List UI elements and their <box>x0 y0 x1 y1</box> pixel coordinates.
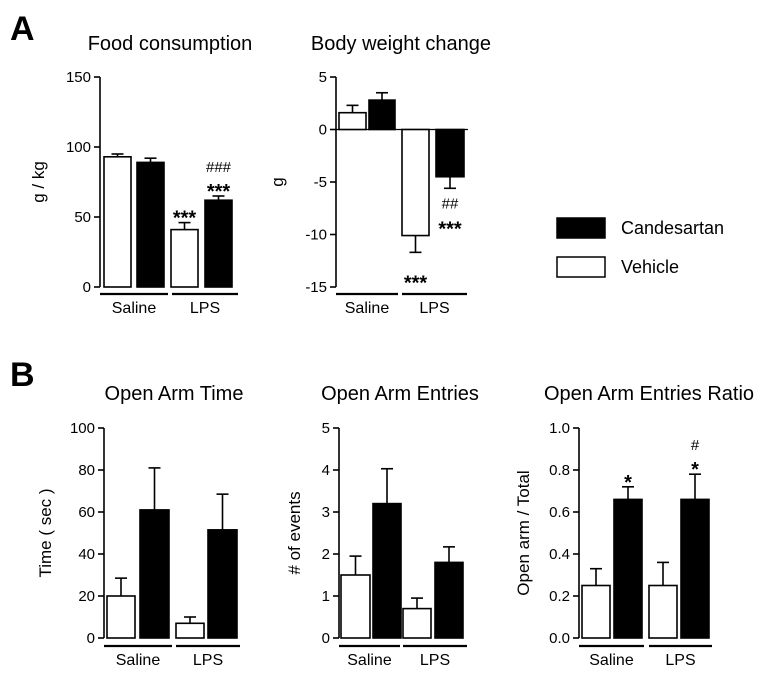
y-axis-label: g / kg <box>29 161 48 203</box>
group-label-lps: LPS <box>665 652 695 669</box>
y-tick-label: 0 <box>322 630 330 647</box>
bar-candesartan-lps <box>207 529 238 639</box>
bar-vehicle-lps <box>648 584 678 639</box>
y-tick-label: 80 <box>78 462 95 479</box>
y-tick-label: 60 <box>78 504 95 521</box>
legend: Candesartan Vehicle <box>556 217 724 278</box>
group-label-lps: LPS <box>193 652 223 669</box>
bar-candesartan-saline <box>368 99 396 131</box>
y-tick-label: 1.0 <box>549 420 570 437</box>
chart-title: Food consumption <box>88 33 253 55</box>
chart-open-arm-entries: Open Arm Entries # of events 0 1 2 3 4 5 Saline L… <box>285 383 479 669</box>
panel-letter-b: B <box>10 356 35 394</box>
y-tick-label: -15 <box>305 279 327 296</box>
group-label-saline: Saline <box>589 652 634 669</box>
significance-stars: *** <box>173 208 197 230</box>
y-axis-label: # of events <box>285 491 304 574</box>
chart-title: Open Arm Time <box>105 383 244 405</box>
y-tick-label: 0.2 <box>549 588 570 605</box>
group-label-lps: LPS <box>420 652 450 669</box>
y-tick-label: 150 <box>66 69 91 86</box>
y-axis-label: Time ( sec ) <box>36 488 55 577</box>
significance-stars: *** <box>207 181 231 203</box>
y-tick-label: 0 <box>87 630 95 647</box>
y-tick-label: 100 <box>70 420 95 437</box>
y-tick-label: -5 <box>314 174 327 191</box>
y-tick-label: 100 <box>66 139 91 156</box>
bar-vehicle-saline <box>103 156 132 288</box>
chart-open-arm-time: Open Arm Time Time ( sec ) 0 20 40 60 80 100 Sal… <box>36 383 243 669</box>
y-tick-label: 0 <box>83 279 91 296</box>
chart-open-arm-entries-ratio: Open Arm Entries Ratio Open arm / Total 0.… <box>514 383 754 669</box>
bar-vehicle-saline <box>338 111 367 131</box>
group-label-saline: Saline <box>112 300 157 317</box>
bar-vehicle-saline <box>581 584 611 639</box>
chart-title: Body weight change <box>311 33 491 55</box>
group-label-saline: Saline <box>345 300 390 317</box>
bar-vehicle-saline <box>106 595 136 639</box>
group-label-lps: LPS <box>190 300 220 317</box>
y-tick-label: 0.0 <box>549 630 570 647</box>
y-tick-label: 0.4 <box>549 546 570 563</box>
y-tick-label: 5 <box>322 420 330 437</box>
bar-vehicle-saline <box>340 574 371 639</box>
bar-vehicle-lps <box>175 622 205 639</box>
y-axis-label: g <box>268 177 287 186</box>
y-tick-label: 0.8 <box>549 462 570 479</box>
significance-hash: # <box>691 437 700 454</box>
significance-hash: ### <box>206 159 232 176</box>
y-tick-label: 40 <box>78 546 95 563</box>
y-axis-label: Open arm / Total <box>514 470 533 595</box>
bar-vehicle-lps <box>401 128 430 237</box>
legend-label-vehicle: Vehicle <box>621 257 679 277</box>
panel-letter-a: A <box>10 10 35 48</box>
group-label-saline: Saline <box>116 652 161 669</box>
y-tick-label: 4 <box>322 462 330 479</box>
chart-title: Open Arm Entries Ratio <box>544 383 754 405</box>
bar-candesartan-saline <box>136 161 165 288</box>
significance-stars: * <box>624 472 632 494</box>
bar-vehicle-lps <box>170 228 199 288</box>
y-tick-label: 20 <box>78 588 95 605</box>
bar-candesartan-saline <box>139 509 170 639</box>
bar-candesartan-lps <box>680 498 710 639</box>
bar-candesartan-saline <box>613 498 643 639</box>
legend-swatch-vehicle <box>556 256 606 278</box>
significance-stars: *** <box>404 272 428 294</box>
y-tick-label: 5 <box>319 69 327 86</box>
y-tick-label: 3 <box>322 504 330 521</box>
bar-candesartan-lps <box>434 561 464 639</box>
bar-candesartan-lps <box>204 199 233 288</box>
legend-label-candesartan: Candesartan <box>621 218 724 238</box>
significance-stars: *** <box>438 218 462 240</box>
chart-food-consumption: Food consumption g / kg 0 50 100 150 *** *** ###… <box>29 33 252 317</box>
legend-swatch-candesartan <box>556 217 606 239</box>
group-label-saline: Saline <box>347 652 392 669</box>
significance-hash: ## <box>442 195 459 212</box>
bar-vehicle-lps <box>402 607 432 639</box>
group-label-lps: LPS <box>419 300 449 317</box>
chart-body-weight-change: Body weight change g -15 -10 -5 0 5 *** *** ## Sal… <box>268 33 491 317</box>
y-tick-label: 0.6 <box>549 504 570 521</box>
y-tick-label: 1 <box>322 588 330 605</box>
y-tick-label: 50 <box>74 209 91 226</box>
y-tick-label: 2 <box>322 546 330 563</box>
bar-candesartan-saline <box>372 502 402 639</box>
bar-candesartan-lps <box>435 128 465 178</box>
chart-title: Open Arm Entries <box>321 383 479 405</box>
y-tick-label: 0 <box>319 122 327 139</box>
y-tick-label: -10 <box>305 227 327 244</box>
significance-stars: * <box>691 459 699 481</box>
